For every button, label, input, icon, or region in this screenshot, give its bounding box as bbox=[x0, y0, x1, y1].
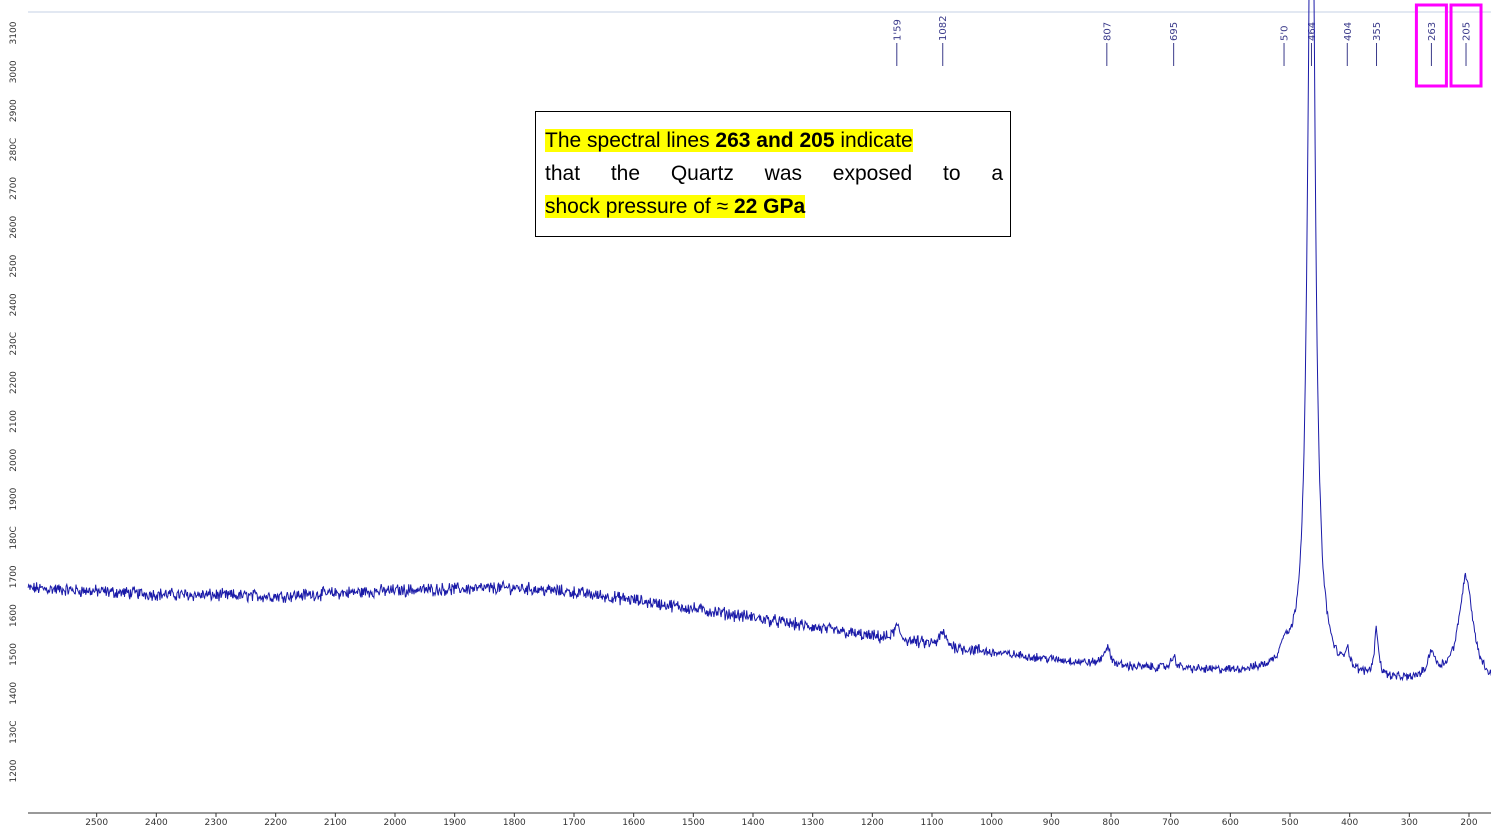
annotation-line-2: that the Quartz was exposed to a bbox=[545, 162, 1003, 185]
x-tick-label: 2200 bbox=[264, 818, 287, 827]
x-tick-label: 2500 bbox=[85, 818, 108, 827]
x-tick-label: 1000 bbox=[980, 818, 1003, 827]
annotation-text-1b: 263 and 205 bbox=[715, 129, 835, 152]
y-tick-label: 2500 bbox=[9, 254, 19, 277]
highlight-boxes bbox=[1414, 3, 1483, 88]
x-tick-label: 900 bbox=[1043, 818, 1060, 827]
x-tick-label: 1600 bbox=[622, 818, 645, 827]
peak-label: 807 bbox=[1102, 22, 1113, 41]
x-tick-label: 2300 bbox=[205, 818, 228, 827]
annotation-line-3: shock pressure of ≈ 22 GPa bbox=[545, 190, 1003, 223]
x-tick-label: 2400 bbox=[145, 818, 168, 827]
y-tick-label: 1700 bbox=[9, 565, 19, 588]
y-tick-label: 180C bbox=[9, 526, 19, 549]
x-tick-label: 600 bbox=[1222, 818, 1239, 827]
y-tick-label: 280C bbox=[9, 138, 19, 161]
y-tick-label: 1600 bbox=[9, 604, 19, 627]
annotation-text-1c: indicate bbox=[834, 129, 913, 152]
annotation-text-1a: The spectral lines bbox=[545, 129, 716, 152]
y-tick-label: 3100 bbox=[9, 21, 19, 44]
y-tick-label: 1400 bbox=[9, 682, 19, 705]
peak-label: 404 bbox=[1343, 22, 1354, 41]
highlight-box bbox=[1449, 3, 1483, 88]
x-tick-label: 2000 bbox=[384, 818, 407, 827]
y-tick-label: 2200 bbox=[9, 371, 19, 394]
x-tick-label: 800 bbox=[1102, 818, 1119, 827]
annotation-line-1: The spectral lines 263 and 205 indicate bbox=[545, 124, 1003, 157]
y-tick-label: 1500 bbox=[9, 643, 19, 666]
y-tick-label: 2600 bbox=[9, 215, 19, 238]
x-tick-label: 1200 bbox=[861, 818, 884, 827]
x-tick-label: 2100 bbox=[324, 818, 347, 827]
x-tick-label: 1800 bbox=[503, 818, 526, 827]
y-tick-label: 130C bbox=[9, 720, 19, 743]
peak-label: 464 bbox=[1307, 22, 1318, 41]
x-tick-label: 700 bbox=[1162, 818, 1179, 827]
y-tick-label: 230C bbox=[9, 332, 19, 355]
x-tick-label: 1900 bbox=[443, 818, 466, 827]
y-tick-label: 1200 bbox=[9, 759, 19, 782]
y-tick-label: 2700 bbox=[9, 177, 19, 200]
peak-label: 5'0 bbox=[1280, 26, 1291, 41]
y-axis-ticks: 3100 3000 2900 280C 2700 2600 2500 2400 230C 2200… bbox=[9, 21, 19, 782]
x-tick-label: 200 bbox=[1460, 818, 1477, 827]
y-tick-label: 2000 bbox=[9, 449, 19, 472]
annotation-text-3a: shock pressure of ≈ bbox=[545, 195, 734, 218]
x-tick-label: 1500 bbox=[682, 818, 705, 827]
peak-label: 355 bbox=[1372, 22, 1383, 41]
x-tick-label: 1300 bbox=[801, 818, 824, 827]
peak-label: 1082 bbox=[938, 16, 949, 41]
y-tick-label: 2400 bbox=[9, 293, 19, 316]
x-tick-label: 300 bbox=[1401, 818, 1418, 827]
annotation-box: The spectral lines 263 and 205 indicate … bbox=[535, 111, 1011, 237]
annotation-text-3b: 22 GPa bbox=[733, 195, 806, 218]
y-tick-label: 1900 bbox=[9, 487, 19, 510]
peak-label: 205 bbox=[1462, 22, 1473, 41]
y-tick-label: 3000 bbox=[9, 60, 19, 83]
highlight-box bbox=[1414, 3, 1448, 88]
x-tick-label: 400 bbox=[1341, 818, 1358, 827]
x-tick-label: 1400 bbox=[742, 818, 765, 827]
x-tick-label: 500 bbox=[1281, 818, 1298, 827]
peak-label: 263 bbox=[1427, 22, 1438, 41]
peak-label: 695 bbox=[1169, 22, 1180, 41]
y-tick-label: 2100 bbox=[9, 410, 19, 433]
x-tick-label: 1100 bbox=[921, 818, 944, 827]
peak-label: 1'59 bbox=[892, 19, 903, 41]
x-axis-ticks: 2500 2400 2300 2200 2100 2000 1900 1800 1700 1600… bbox=[85, 813, 1478, 827]
y-tick-label: 2900 bbox=[9, 99, 19, 122]
x-tick-label: 1700 bbox=[563, 818, 586, 827]
spectrum-line bbox=[27, 0, 1491, 682]
